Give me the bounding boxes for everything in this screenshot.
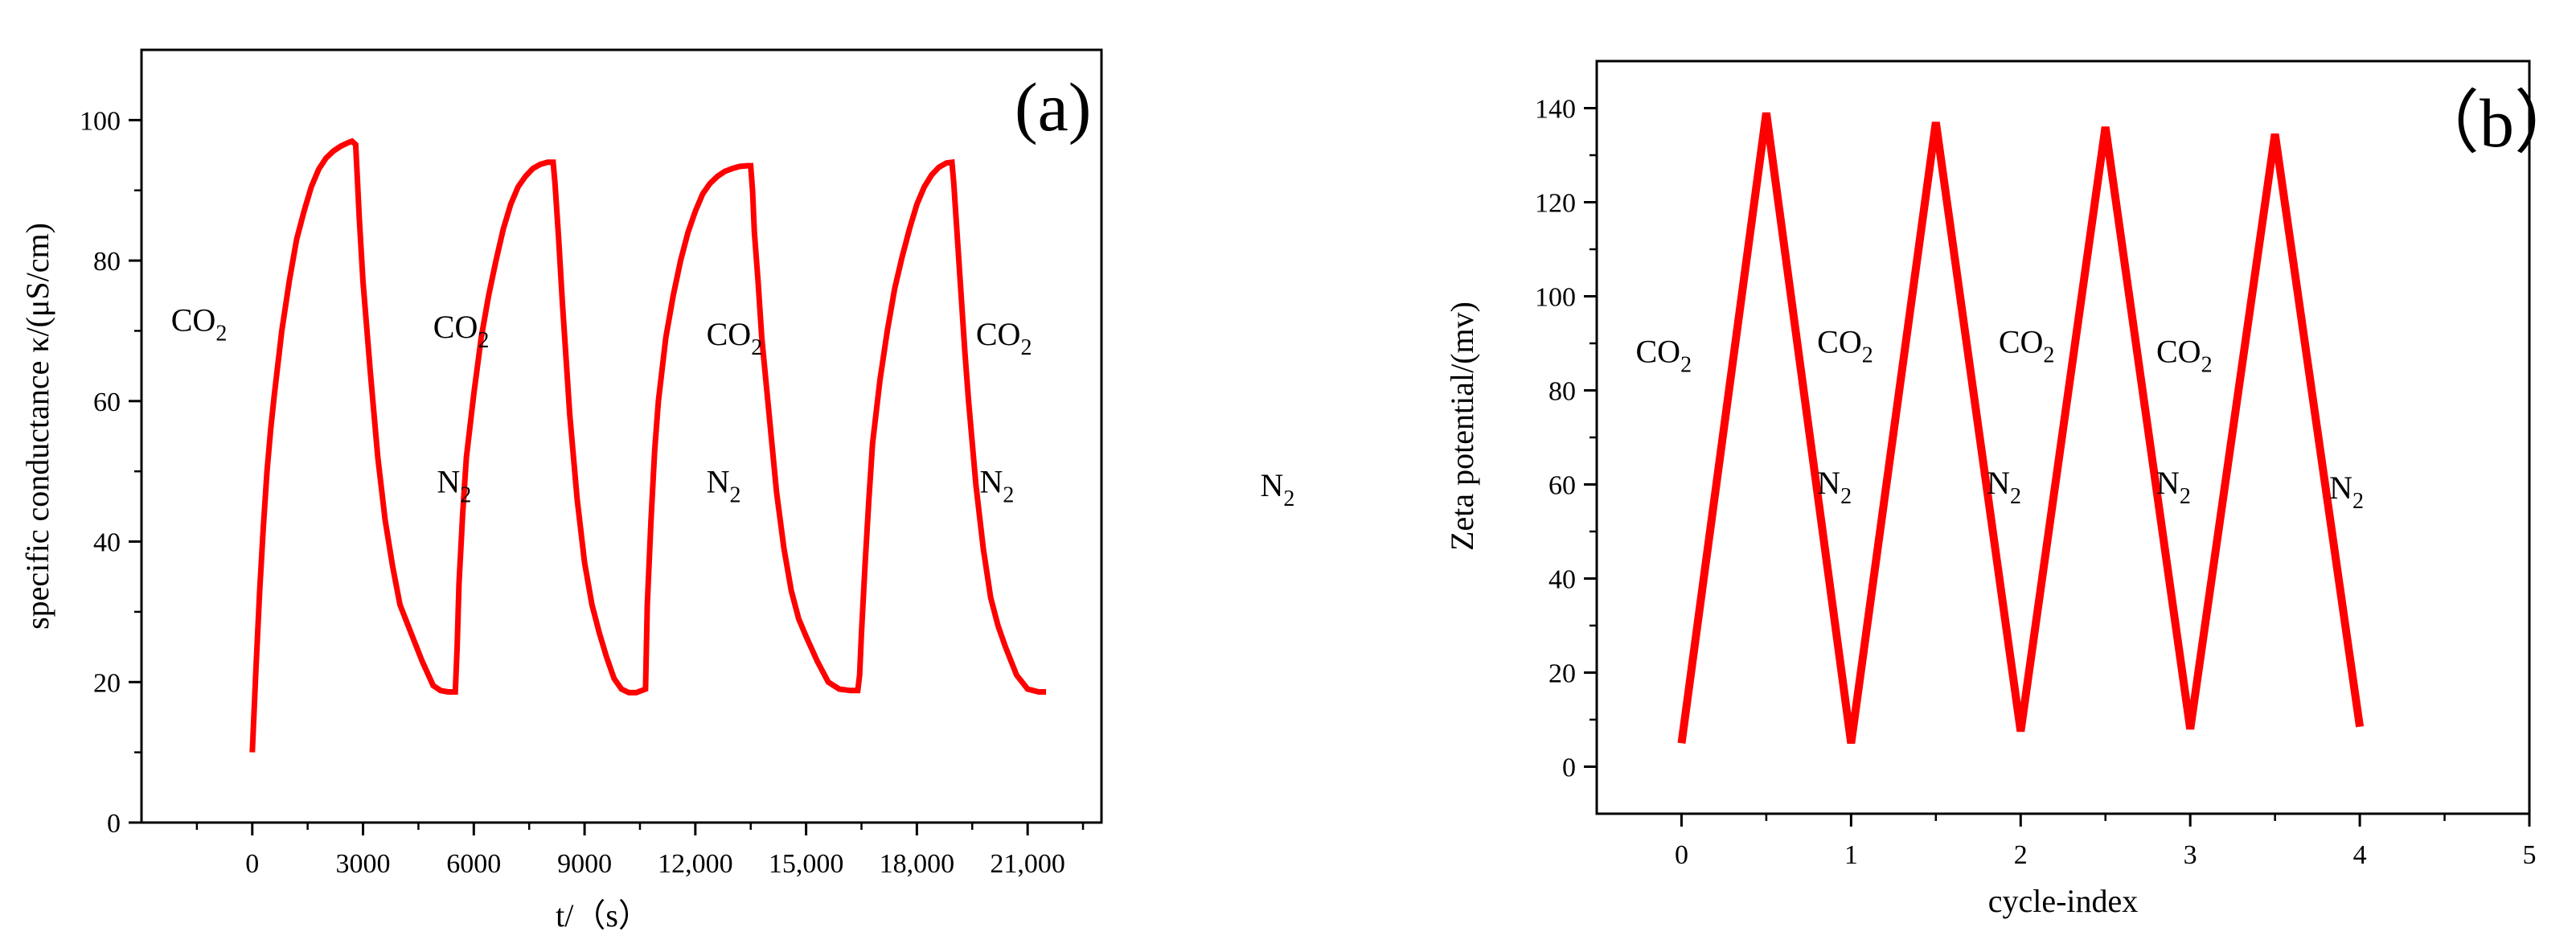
panel-a-x-tick-label: 9000: [557, 849, 612, 879]
panel-a-annotation-n2: N2: [979, 463, 1014, 507]
panel-b-x-tick-label: 4: [2353, 840, 2367, 870]
panel-a-y-tick-label: 40: [93, 528, 121, 558]
panel-b-x-tick-label: 3: [2184, 840, 2197, 870]
panel-b-annotation-co2: CO2: [2156, 333, 2213, 377]
panel-a-x-tick-label: 12,000: [658, 849, 733, 879]
panel-b-x-tick-label: 1: [1844, 840, 1858, 870]
panel-b-x-tick-label: 0: [1675, 840, 1688, 870]
panel-a-annotation-co2: CO2: [171, 302, 228, 346]
panel-a-y-tick-label: 100: [80, 106, 121, 136]
panel-b-y-tick-label: 60: [1548, 471, 1576, 501]
panel-a-x-tick-label: 15,000: [769, 849, 844, 879]
panel-a-annotation-n2: N2: [437, 463, 471, 507]
panel-b-y-tick-label: 140: [1535, 95, 1576, 125]
panel-a-y-tick-label: 80: [93, 247, 121, 277]
panel-a-x-tick-label: 6000: [446, 849, 501, 879]
panel-a-y-tick-label: 60: [93, 388, 121, 417]
panel-b-y-tick-label: 80: [1548, 377, 1576, 407]
panel-a-annotation-co2: CO2: [707, 316, 763, 360]
panel-a-series-line: [249, 137, 1047, 753]
panel-a-label: (a): [1015, 68, 1091, 146]
panel-b: 0 20 40 60 80 100 120 140 0 1 2 3 4 5 CO2 CO2 CO2 CO2 N2 N2…: [1444, 60, 2576, 919]
panel-b-series-line: [1677, 112, 2365, 744]
panel-b-annotation-co2: CO2: [1636, 333, 1692, 377]
panel-b-y-tick-label: 20: [1548, 659, 1576, 689]
panel-b-y-tick-label: 120: [1535, 189, 1576, 219]
panel-b-label: （b）: [2410, 84, 2576, 162]
panel-b-x-axis-title: cycle-index: [1988, 883, 2139, 919]
panel-b-y-tick-label: 40: [1548, 565, 1576, 595]
panel-a-y-axis-title: specific conductance κ/(μS/cm): [19, 223, 55, 630]
panel-b-annotation-co2: CO2: [1999, 324, 2055, 368]
panel-b-y-tick-label: 0: [1562, 753, 1576, 783]
panel-b-x-tick-label: 2: [2014, 840, 2028, 870]
panel-b-x-tick-label: 5: [2523, 840, 2537, 870]
panel-b-y-axis-title: Zeta potential/(mv): [1444, 302, 1480, 551]
panel-a-annotation-n2: N2: [1260, 467, 1294, 511]
panel-a-x-tick-label: 3000: [336, 849, 391, 879]
panel-b-annotation-n2: N2: [1987, 465, 2021, 509]
panel-a-y-tick-label: 0: [107, 809, 121, 839]
panel-a-y-tick-label: 20: [93, 668, 121, 698]
panel-a-annotation-co2: CO2: [976, 316, 1032, 360]
panel-a: 0 20 40 60 80 100 0 3000 6000 9000 12,000 15,000 18,…: [19, 48, 1294, 934]
panel-b-annotation-n2: N2: [1817, 465, 1852, 509]
panel-a-annotation-n2: N2: [707, 463, 741, 507]
panel-b-annotation-co2: CO2: [1817, 324, 1873, 368]
panel-b-y-tick-label: 100: [1535, 283, 1576, 313]
panel-a-x-tick-label: 0: [245, 849, 259, 879]
panel-b-annotation-n2: N2: [2156, 465, 2191, 509]
panel-a-x-tick-label: 18,000: [880, 849, 955, 879]
panel-a-x-axis-title: t/（s）: [556, 897, 650, 934]
panel-b-annotation-n2: N2: [2329, 470, 2364, 514]
panel-a-plot-frame: [140, 48, 1103, 824]
panel-a-annotation-co2: CO2: [433, 309, 490, 353]
panel-a-x-tick-label: 21,000: [990, 849, 1065, 879]
